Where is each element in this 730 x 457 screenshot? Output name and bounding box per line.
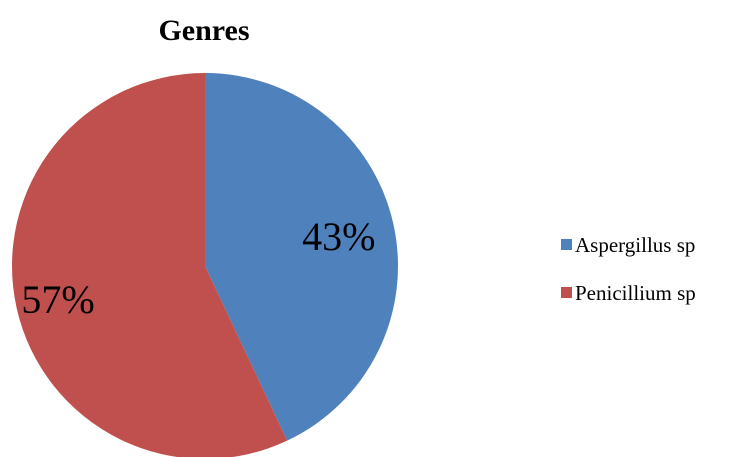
chart-title: Genres [158,14,249,47]
legend-label: Aspergillus sp [575,233,695,257]
pie-slice-aspergillus-sp [205,73,398,441]
legend-label: Penicillium sp [575,281,696,305]
legend-swatch [561,287,572,298]
pie-slices [12,73,398,457]
pie-slice-label: 43% [302,214,375,259]
pie-slice-label: 57% [21,277,94,322]
pie-slice-labels: 43% 57% [21,214,375,322]
legend-swatch [561,239,572,250]
pie-slice-penicillium-sp [12,73,288,457]
legend: Aspergillus sp Penicillium sp [561,233,696,305]
